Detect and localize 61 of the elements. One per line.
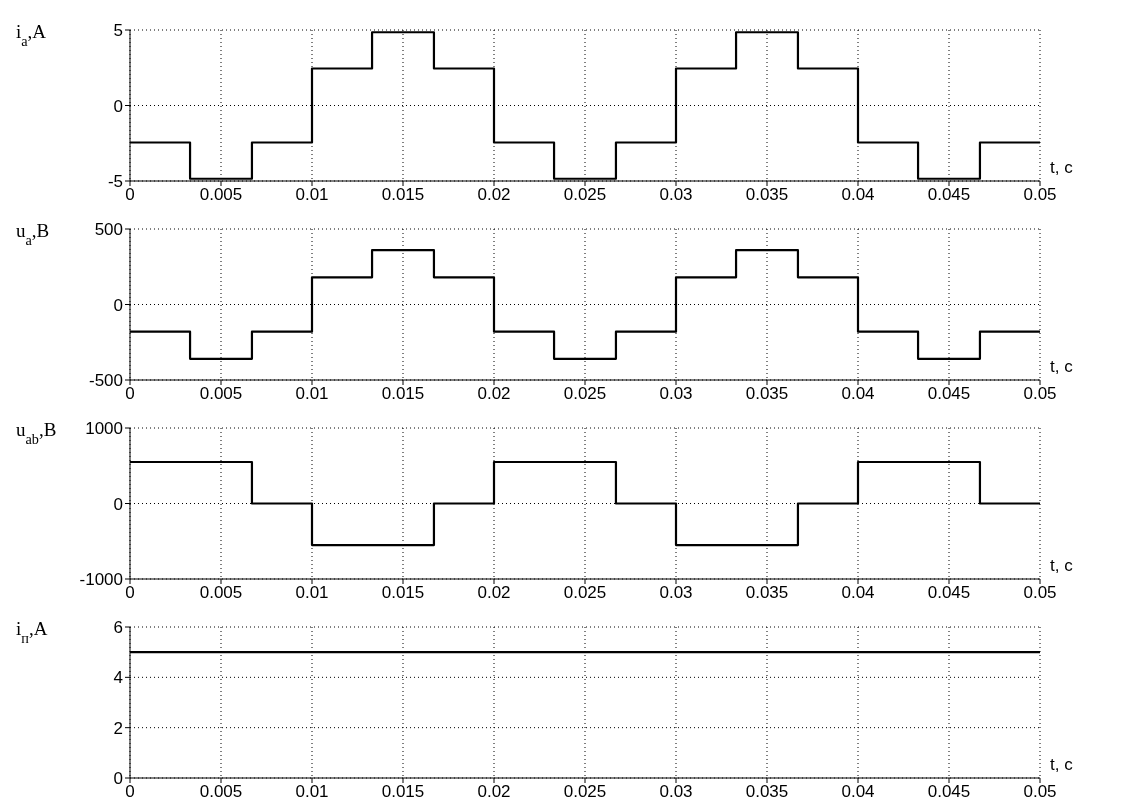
- x-tick-label: 0.015: [381, 782, 425, 798]
- x-tick-label: 0.025: [563, 782, 607, 798]
- x-tick-label: 0.03: [659, 583, 693, 603]
- x-tick-label: 0.005: [199, 782, 243, 798]
- x-tick-label: 0.02: [477, 782, 511, 798]
- x-axis-title: t, c: [1050, 556, 1074, 575]
- x-tick-label: 0.005: [199, 384, 243, 404]
- x-tick-label: 0.015: [381, 583, 425, 603]
- y-tick-label: -1000: [79, 570, 123, 590]
- y-tick-label: 0: [113, 494, 123, 514]
- x-tick-label: 0.05: [1023, 185, 1057, 205]
- x-tick-label: 0.015: [381, 384, 425, 404]
- x-tick-label: 0.02: [477, 185, 511, 205]
- y-tick-label: 0: [113, 295, 123, 315]
- x-tick-label: 0.01: [295, 782, 329, 798]
- x-tick-label: 0.01: [295, 583, 329, 603]
- x-tick-label: 0: [125, 782, 135, 798]
- y-tick-label: 2: [113, 718, 123, 738]
- x-tick-label: 0.035: [745, 782, 789, 798]
- x-tick-label: 0.025: [563, 185, 607, 205]
- y-axis-title: u$_{ab}$,B: [16, 419, 57, 447]
- x-tick-label: 0.015: [381, 185, 425, 205]
- x-axis-title: t, c: [1050, 158, 1074, 177]
- x-axis-title: t, c: [1050, 357, 1074, 376]
- x-tick-label: 0.035: [745, 185, 789, 205]
- x-tick-label: 0.025: [563, 583, 607, 603]
- y-tick-label: -5: [107, 172, 123, 192]
- x-tick-label: 0.01: [295, 185, 329, 205]
- x-tick-label: 0.035: [745, 583, 789, 603]
- y-tick-label: 4: [113, 668, 123, 688]
- y-axis-title: i$_{п}$,A: [16, 618, 48, 646]
- x-tick-label: 0.02: [477, 583, 511, 603]
- x-tick-label: 0.03: [659, 782, 693, 798]
- x-tick-label: 0.04: [841, 782, 875, 798]
- y-tick-label: 5: [113, 21, 123, 41]
- y-tick-label: 0: [113, 96, 123, 116]
- x-tick-label: 0.045: [927, 782, 971, 798]
- y-tick-label: 6: [113, 618, 123, 638]
- x-tick-label: 0.025: [563, 384, 607, 404]
- x-tick-label: 0.04: [841, 583, 875, 603]
- x-tick-label: 0.04: [841, 185, 875, 205]
- x-tick-label: 0.005: [199, 583, 243, 603]
- x-tick-label: 0.045: [927, 384, 971, 404]
- y-axis-title: u$_{a}$,B: [16, 220, 50, 248]
- x-tick-label: 0.01: [295, 384, 329, 404]
- y-axis-title: i$_{a}$,A: [16, 21, 47, 49]
- x-tick-label: 0.05: [1023, 782, 1057, 798]
- y-tick-label: 1000: [85, 419, 123, 439]
- x-tick-label: 0.02: [477, 384, 511, 404]
- y-tick-label: -500: [88, 371, 123, 391]
- x-tick-label: 0.03: [659, 185, 693, 205]
- x-tick-label: 0.04: [841, 384, 875, 404]
- y-tick-label: 500: [94, 220, 123, 240]
- x-tick-label: 0.05: [1023, 583, 1057, 603]
- x-axis-title: t, c: [1050, 755, 1074, 774]
- x-tick-label: 0.05: [1023, 384, 1057, 404]
- x-tick-label: 0.03: [659, 384, 693, 404]
- x-tick-label: 0.005: [199, 185, 243, 205]
- x-tick-label: 0.035: [745, 384, 789, 404]
- x-tick-label: 0.045: [927, 583, 971, 603]
- x-tick-label: 0.045: [927, 185, 971, 205]
